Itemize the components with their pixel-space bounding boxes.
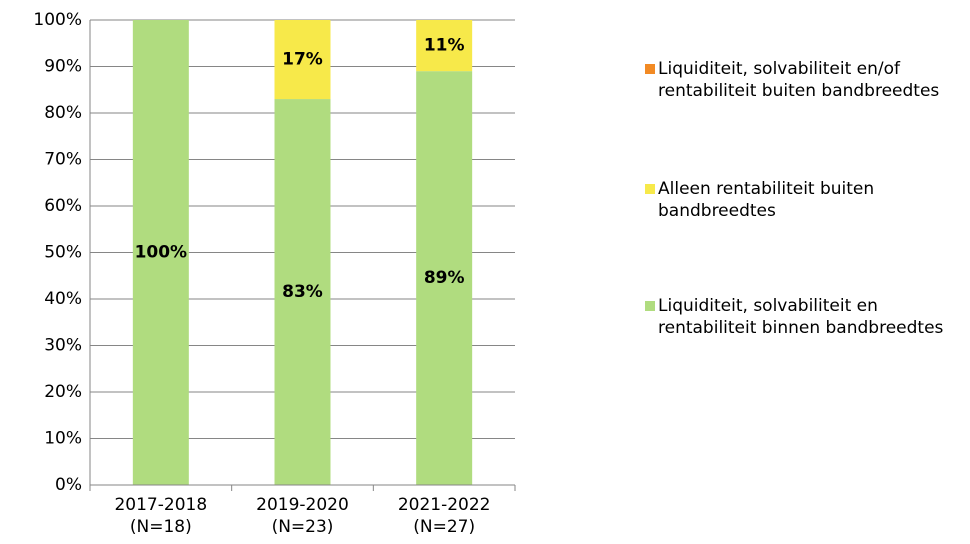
y-tick-label: 20%: [44, 382, 82, 402]
data-label: 17%: [282, 50, 323, 70]
x-tick-label: (N=27): [413, 517, 475, 537]
bar-segment: [274, 99, 331, 486]
y-tick-label: 10%: [44, 429, 82, 449]
x-tick-label: 2021-2022: [398, 495, 491, 515]
bar-segment: [416, 71, 473, 486]
data-label: 89%: [424, 268, 465, 288]
legend-label: Liquiditeit, solvabiliteit en rentabilit…: [658, 296, 944, 338]
data-label: 100%: [135, 243, 188, 263]
x-tick-label: 2019-2020: [256, 495, 349, 515]
x-tick-label: 2017-2018: [114, 495, 207, 515]
y-tick-label: 90%: [44, 57, 82, 77]
bar-segment: [132, 20, 189, 485]
y-tick-label: 60%: [44, 196, 82, 216]
bar-segment: [416, 20, 473, 72]
legend-label: Alleen rentabiliteit buiten bandbreedtes: [658, 179, 875, 221]
legend-swatch: [645, 184, 655, 194]
data-label: 11%: [424, 36, 465, 56]
legend-item: Liquiditeit, solvabiliteit en/of rentabi…: [645, 58, 945, 102]
x-tick-label: (N=18): [130, 517, 192, 537]
y-tick-label: 40%: [44, 289, 82, 309]
y-tick-label: 50%: [44, 243, 82, 263]
bar-segment: [274, 20, 331, 100]
legend-label: Liquiditeit, solvabiliteit en/of rentabi…: [658, 59, 940, 101]
y-tick-label: 80%: [44, 103, 82, 123]
y-tick-label: 0%: [55, 475, 82, 495]
legend-item: Alleen rentabiliteit buiten bandbreedtes: [645, 178, 945, 222]
y-tick-label: 30%: [44, 336, 82, 356]
legend-swatch: [645, 301, 655, 311]
legend-item: Liquiditeit, solvabiliteit en rentabilit…: [645, 295, 945, 339]
y-tick-label: 70%: [44, 150, 82, 170]
y-tick-label: 100%: [33, 10, 82, 30]
data-label: 83%: [282, 282, 323, 302]
legend-swatch: [645, 64, 655, 74]
x-tick-label: (N=23): [272, 517, 334, 537]
